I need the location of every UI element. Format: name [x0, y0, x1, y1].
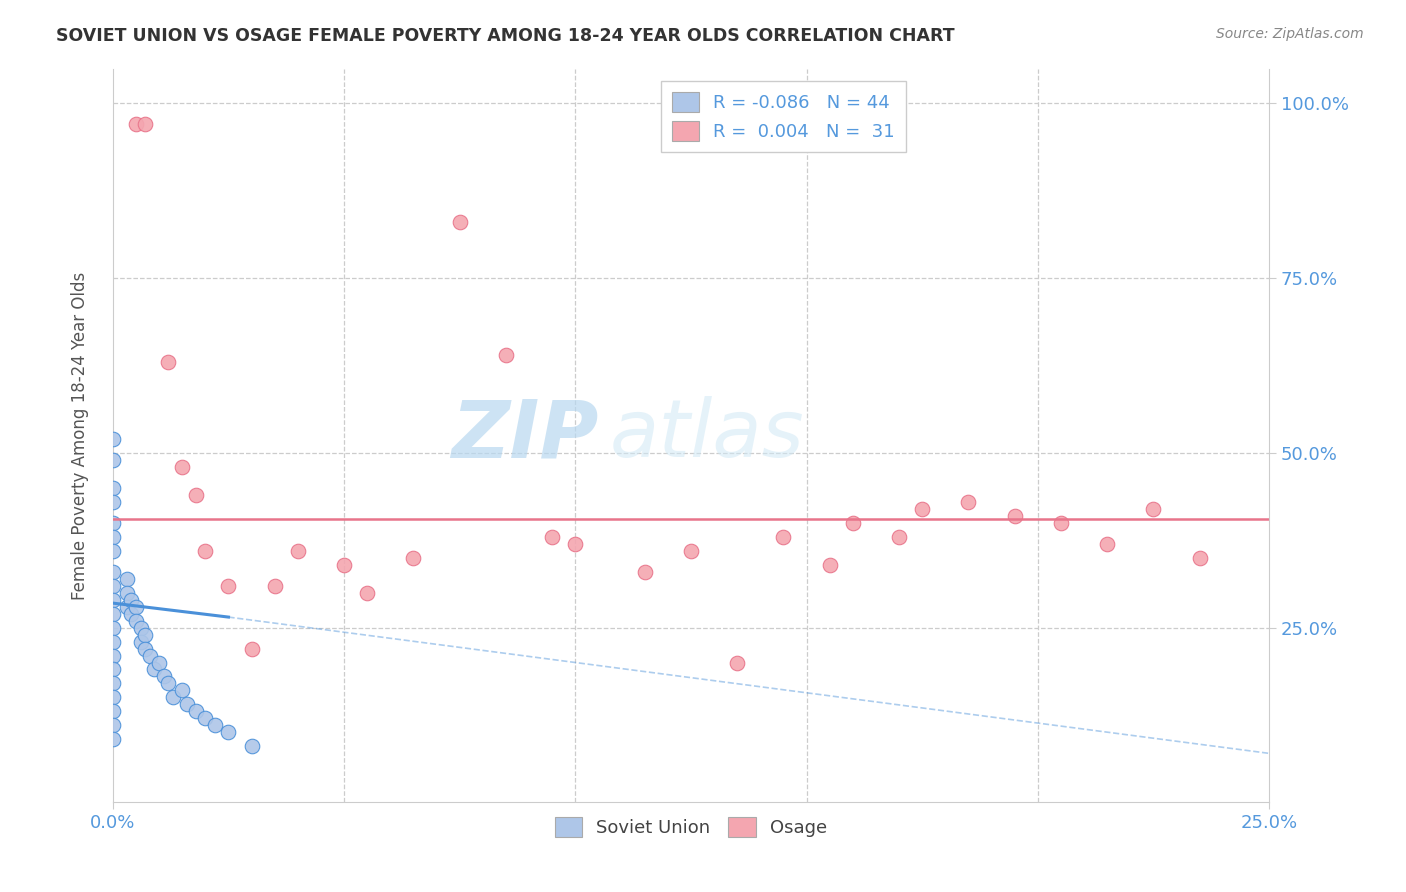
Point [101, 648, 124, 663]
Point [120, 607, 142, 621]
Point [356, 585, 378, 599]
Point [287, 543, 309, 558]
Text: Source: ZipAtlas.com: Source: ZipAtlas.com [1216, 27, 1364, 41]
Point [148, 656, 170, 670]
Text: atlas: atlas [610, 396, 804, 475]
Point [162, 690, 184, 705]
Point [157, 355, 180, 369]
Point [101, 621, 124, 635]
Point [125, 117, 148, 131]
Point [887, 530, 910, 544]
Point [217, 579, 239, 593]
Point [240, 641, 263, 656]
Point [101, 592, 124, 607]
Point [1142, 501, 1164, 516]
Point [101, 530, 124, 544]
Point [172, 459, 194, 474]
Point [184, 488, 207, 502]
Point [541, 530, 564, 544]
Point [101, 732, 124, 747]
Point [101, 690, 124, 705]
Point [101, 453, 124, 467]
Point [449, 215, 471, 229]
Point [101, 663, 124, 677]
Point [495, 348, 517, 362]
Point [125, 599, 148, 614]
Point [101, 516, 124, 530]
Point [194, 711, 217, 725]
Point [333, 558, 356, 572]
Point [101, 705, 124, 719]
Point [194, 543, 217, 558]
Point [842, 516, 865, 530]
Point [101, 481, 124, 495]
Point [129, 621, 152, 635]
Text: ZIP: ZIP [451, 396, 599, 475]
Point [176, 698, 198, 712]
Point [101, 565, 124, 579]
Point [129, 634, 152, 648]
Point [217, 725, 239, 739]
Point [101, 432, 124, 446]
Legend: Soviet Union, Osage: Soviet Union, Osage [547, 810, 834, 845]
Point [101, 495, 124, 509]
Point [679, 543, 702, 558]
Point [139, 648, 162, 663]
Point [957, 495, 980, 509]
Point [101, 718, 124, 732]
Point [402, 550, 425, 565]
Point [634, 565, 657, 579]
Point [1004, 508, 1026, 523]
Text: SOVIET UNION VS OSAGE FEMALE POVERTY AMONG 18-24 YEAR OLDS CORRELATION CHART: SOVIET UNION VS OSAGE FEMALE POVERTY AMO… [56, 27, 955, 45]
Point [134, 117, 156, 131]
Point [101, 579, 124, 593]
Point [115, 585, 138, 599]
Point [1095, 537, 1118, 551]
Point [911, 501, 934, 516]
Point [101, 634, 124, 648]
Point [725, 656, 748, 670]
Point [263, 579, 285, 593]
Point [564, 537, 586, 551]
Point [101, 676, 124, 690]
Point [157, 676, 180, 690]
Point [1050, 516, 1073, 530]
Point [772, 530, 794, 544]
Point [101, 607, 124, 621]
Point [204, 718, 226, 732]
Point [120, 592, 142, 607]
Point [184, 705, 207, 719]
Point [818, 558, 841, 572]
Point [134, 627, 156, 641]
Point [152, 669, 174, 683]
Point [115, 572, 138, 586]
Point [172, 683, 194, 698]
Point [125, 614, 148, 628]
Point [115, 599, 138, 614]
Point [143, 663, 166, 677]
Point [101, 543, 124, 558]
Point [1188, 550, 1211, 565]
Point [240, 739, 263, 754]
Y-axis label: Female Poverty Among 18-24 Year Olds: Female Poverty Among 18-24 Year Olds [72, 271, 89, 599]
Point [134, 641, 156, 656]
